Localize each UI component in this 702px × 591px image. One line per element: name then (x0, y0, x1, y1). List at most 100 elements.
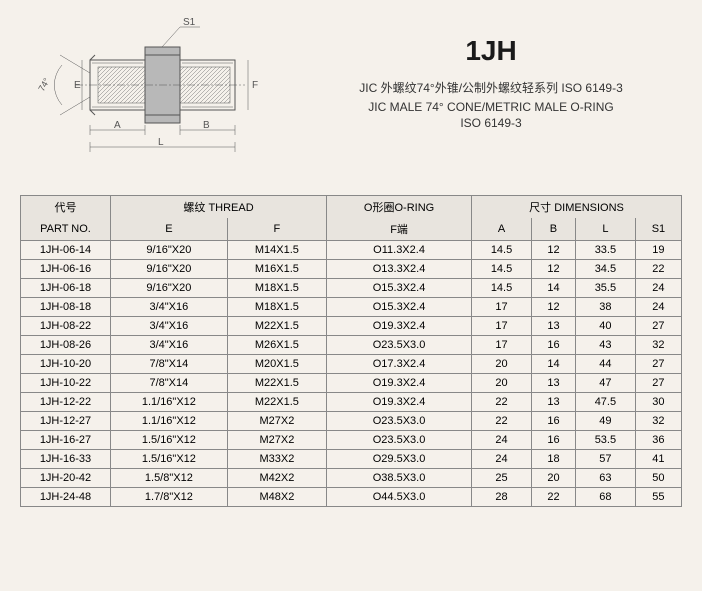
cell-b: 13 (531, 393, 575, 412)
cell-b: 22 (531, 488, 575, 507)
cell-oring: O23.5X3.0 (327, 431, 472, 450)
header-dimensions: 尺寸 DIMENSIONS (472, 196, 682, 219)
subtitle-en-1: JIC MALE 74° CONE/METRIC MALE O-RING (300, 100, 682, 114)
cell-oring: O11.3X2.4 (327, 241, 472, 260)
cell-oring: O38.5X3.0 (327, 469, 472, 488)
cell-l: 49 (575, 412, 635, 431)
cell-e: 1.1/16"X12 (111, 393, 228, 412)
cell-a: 25 (472, 469, 532, 488)
cell-a: 14.5 (472, 241, 532, 260)
cell-l: 68 (575, 488, 635, 507)
cell-part: 1JH-12-27 (21, 412, 111, 431)
svg-text:S1: S1 (183, 17, 196, 28)
cell-e: 9/16"X20 (111, 241, 228, 260)
cell-l: 63 (575, 469, 635, 488)
cell-l: 34.5 (575, 260, 635, 279)
cell-b: 16 (531, 412, 575, 431)
cell-part: 1JH-08-26 (21, 336, 111, 355)
svg-text:74°: 74° (36, 76, 52, 93)
cell-part: 1JH-08-22 (21, 317, 111, 336)
cell-oring: O15.3X2.4 (327, 279, 472, 298)
cell-l: 43 (575, 336, 635, 355)
cell-f: M16X1.5 (227, 260, 326, 279)
table-row: 1JH-12-221.1/16"X12M22X1.5O19.3X2.422134… (21, 393, 682, 412)
cell-s1: 22 (635, 260, 681, 279)
cell-a: 20 (472, 355, 532, 374)
cell-f: M48X2 (227, 488, 326, 507)
svg-text:L: L (158, 137, 164, 148)
subtitle-en-2: ISO 6149-3 (300, 116, 682, 130)
cell-part: 1JH-08-18 (21, 298, 111, 317)
cell-e: 7/8"X14 (111, 374, 228, 393)
table-row: 1JH-06-189/16"X20M18X1.5O15.3X2.414.5143… (21, 279, 682, 298)
title-area: 1JH JIC 外螺纹74°外锥/公制外螺纹轻系列 ISO 6149-3 JIC… (300, 15, 682, 165)
cell-l: 47 (575, 374, 635, 393)
cell-s1: 50 (635, 469, 681, 488)
table-row: 1JH-06-169/16"X20M16X1.5O13.3X2.414.5123… (21, 260, 682, 279)
cell-a: 20 (472, 374, 532, 393)
cell-s1: 32 (635, 336, 681, 355)
cell-e: 7/8"X14 (111, 355, 228, 374)
cell-s1: 27 (635, 317, 681, 336)
cell-f: M42X2 (227, 469, 326, 488)
table-row: 1JH-16-271.5/16"X12M27X2O23.5X3.0241653.… (21, 431, 682, 450)
cell-f: M26X1.5 (227, 336, 326, 355)
subtitle-cn: JIC 外螺纹74°外锥/公制外螺纹轻系列 ISO 6149-3 (300, 79, 682, 96)
table-row: 1JH-16-331.5/16"X12M33X2O29.5X3.02418574… (21, 450, 682, 469)
cell-s1: 24 (635, 279, 681, 298)
header-oring: O形圈O-RING (327, 196, 472, 219)
cell-s1: 24 (635, 298, 681, 317)
cell-l: 57 (575, 450, 635, 469)
cell-oring: O17.3X2.4 (327, 355, 472, 374)
cell-oring: O23.5X3.0 (327, 412, 472, 431)
header-b: B (531, 218, 575, 241)
cell-e: 1.5/16"X12 (111, 450, 228, 469)
cell-f: M22X1.5 (227, 317, 326, 336)
cell-s1: 27 (635, 355, 681, 374)
technical-diagram: 74° E F S1 A B L (20, 15, 280, 165)
cell-b: 12 (531, 298, 575, 317)
cell-a: 24 (472, 431, 532, 450)
cell-part: 1JH-06-14 (21, 241, 111, 260)
cell-l: 44 (575, 355, 635, 374)
header-partno-cn: 代号 (21, 196, 111, 219)
cell-f: M33X2 (227, 450, 326, 469)
table-row: 1JH-08-183/4"X16M18X1.5O15.3X2.417123824 (21, 298, 682, 317)
cell-e: 1.5/16"X12 (111, 431, 228, 450)
header-l: L (575, 218, 635, 241)
table-row: 1JH-10-227/8"X14M22X1.5O19.3X2.420134727 (21, 374, 682, 393)
cell-a: 17 (472, 317, 532, 336)
cell-b: 14 (531, 279, 575, 298)
cell-b: 18 (531, 450, 575, 469)
cell-f: M22X1.5 (227, 393, 326, 412)
cell-part: 1JH-24-48 (21, 488, 111, 507)
header-e: E (111, 218, 228, 241)
cell-l: 33.5 (575, 241, 635, 260)
cell-part: 1JH-10-20 (21, 355, 111, 374)
header-thread: 螺纹 THREAD (111, 196, 327, 219)
cell-f: M27X2 (227, 431, 326, 450)
cell-b: 20 (531, 469, 575, 488)
cell-part: 1JH-10-22 (21, 374, 111, 393)
cell-e: 3/4"X16 (111, 298, 228, 317)
svg-text:F: F (252, 80, 258, 91)
table-row: 1JH-10-207/8"X14M20X1.5O17.3X2.420144427 (21, 355, 682, 374)
cell-l: 35.5 (575, 279, 635, 298)
cell-oring: O19.3X2.4 (327, 393, 472, 412)
cell-s1: 30 (635, 393, 681, 412)
cell-e: 3/4"X16 (111, 317, 228, 336)
cell-a: 24 (472, 450, 532, 469)
cell-oring: O15.3X2.4 (327, 298, 472, 317)
specifications-table: 代号 螺纹 THREAD O形圈O-RING 尺寸 DIMENSIONS PAR… (20, 195, 682, 507)
cell-b: 12 (531, 260, 575, 279)
cell-oring: O19.3X2.4 (327, 374, 472, 393)
cell-s1: 36 (635, 431, 681, 450)
cell-f: M20X1.5 (227, 355, 326, 374)
cell-f: M18X1.5 (227, 298, 326, 317)
cell-oring: O29.5X3.0 (327, 450, 472, 469)
cell-f: M27X2 (227, 412, 326, 431)
table-row: 1JH-08-263/4"X16M26X1.5O23.5X3.017164332 (21, 336, 682, 355)
cell-oring: O44.5X3.0 (327, 488, 472, 507)
cell-e: 9/16"X20 (111, 260, 228, 279)
cell-b: 13 (531, 374, 575, 393)
